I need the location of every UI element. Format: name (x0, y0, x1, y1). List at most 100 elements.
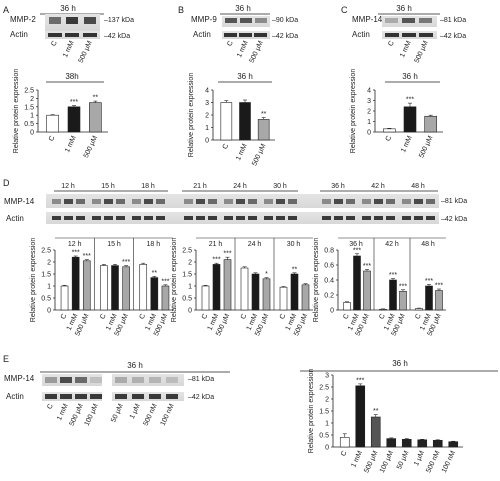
protein-label: MMP-14 (4, 197, 35, 206)
bar (240, 267, 249, 311)
band (166, 377, 178, 383)
lane-label: C (46, 403, 54, 411)
category-label: 500 μM (83, 135, 99, 159)
chart-d1: 0 0.5 1 1.5 2 2.5 Relative protein expression 1… (30, 238, 173, 337)
y-tick-label: 1.5 (41, 272, 51, 279)
bar (355, 385, 366, 448)
significance-label: *** (70, 99, 78, 106)
bar (82, 260, 91, 311)
band (65, 33, 79, 37)
band (248, 216, 257, 220)
time-label: 12 h (61, 183, 75, 190)
significance-label: ** (373, 408, 379, 415)
y-tick-label: 1.5 (24, 104, 34, 111)
actin-label: Actin (6, 214, 24, 223)
bar (223, 259, 232, 311)
band (322, 216, 331, 220)
y-tick-label: 0 (330, 308, 334, 315)
band (288, 216, 297, 220)
band (346, 199, 355, 204)
actin-blot (112, 392, 184, 401)
band (149, 394, 161, 399)
band (90, 394, 102, 399)
lane-label: C (50, 40, 58, 48)
band (426, 199, 435, 204)
significance-label: ** (93, 95, 99, 102)
bar (89, 102, 102, 133)
category-label: 500 nM (425, 450, 441, 474)
category-label: 100 μM (379, 450, 395, 474)
panel-a: A 36 h MMP-2 –137 kDa Actin –42 kDa 38h (3, 4, 134, 83)
chart-b: 0 1 2 3 4 Relative protein expression C 1 mM ** 5… (188, 73, 275, 167)
band (240, 18, 252, 23)
bar (403, 106, 417, 133)
significance-label: *** (223, 251, 231, 258)
significance-label: *** (399, 283, 407, 290)
bar (239, 102, 251, 141)
panel-e-blots: E 36 h MMP-14 Actin –81 kDa –42 kDa 36 h (3, 354, 498, 401)
band (149, 377, 161, 383)
band (60, 394, 72, 399)
chart-time-label: 36 h (392, 359, 408, 368)
category-label: 500 μM (251, 143, 267, 167)
category-label: C (342, 313, 350, 321)
y-tick-label: 0 (188, 308, 192, 315)
protein-label: MMP-14 (352, 15, 383, 24)
band (236, 199, 245, 204)
panel-letter: A (3, 5, 9, 15)
band (248, 199, 257, 204)
significance-label: *** (406, 97, 414, 104)
panel-letter: B (178, 5, 184, 15)
significance-label: ** (292, 266, 298, 273)
lane-label: 500 μM (69, 403, 85, 427)
panel-c: C 36 h MMP-14 –81 kDa Actin –42 kDa 36 h (341, 4, 466, 83)
kda-marker: –81 kDa (440, 17, 466, 24)
band (374, 216, 383, 220)
band (334, 216, 343, 220)
significance-label: *** (389, 272, 397, 279)
time-label: 24 h (233, 183, 247, 190)
band (255, 18, 267, 23)
band (208, 199, 217, 204)
band (184, 216, 193, 220)
significance-label: ** (261, 111, 267, 118)
y-tick-label: 2.5 (24, 88, 34, 95)
group-label: 15 h (107, 241, 121, 248)
lane-label: 1 mM (56, 403, 70, 422)
band (346, 216, 355, 220)
band (224, 33, 237, 37)
time-label: 30 h (273, 183, 287, 190)
d-time-labels: 12 h 15 h 18 h 21 h 24 h 30 h 36 h 42 h 48 h (61, 183, 425, 190)
bar (339, 437, 350, 448)
y-tick-label: 0.5 (182, 296, 192, 303)
band (254, 33, 267, 37)
y-tick-label: 2 (367, 109, 371, 116)
lane-label: 500 μM (78, 40, 94, 64)
protein-label: MMP-14 (4, 374, 35, 383)
band (184, 199, 193, 204)
y-tick-label: 0.5 (319, 433, 329, 440)
bar (220, 102, 233, 141)
category-label: C (201, 313, 209, 321)
chart-time-label: 36 h (402, 72, 418, 81)
category-label: C (240, 313, 248, 321)
band (264, 216, 273, 220)
bar (201, 285, 210, 311)
bar (383, 128, 396, 133)
bar (389, 279, 397, 311)
band (132, 216, 141, 220)
lane-label: 1 mM (399, 40, 413, 59)
y-tick-label: 0.4 (324, 278, 334, 285)
kda-marker: –81 kDa (188, 376, 214, 383)
band (385, 18, 398, 23)
actin-label: Actin (352, 30, 370, 39)
y-tick-label: 0.8 (324, 248, 334, 255)
y-tick-label: 3 (325, 373, 329, 380)
category-label: 100 nM (441, 450, 457, 474)
category-label: C (385, 135, 393, 143)
y-tick-label: 0 (30, 130, 34, 137)
time-label: 15 h (101, 183, 115, 190)
chart-d3: 0 0.2 0.4 0.6 0.8 Relative protein expression… (313, 238, 446, 337)
band (76, 199, 85, 204)
